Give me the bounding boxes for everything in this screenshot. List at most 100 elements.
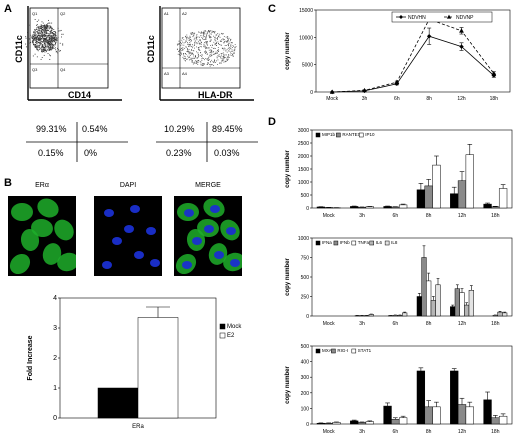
- bar: [368, 314, 374, 317]
- cell-nucleus: [192, 237, 202, 245]
- x-category-label: 3h: [359, 429, 365, 435]
- flow-plot-area: [161, 7, 241, 89]
- y-axis-label: copy number: [285, 32, 291, 70]
- bar: [397, 314, 403, 317]
- bar: [502, 312, 508, 317]
- cell-nucleus: [130, 205, 140, 213]
- y-tick-label: 0: [310, 90, 313, 96]
- flow-x-axis-label: CD14: [68, 90, 91, 100]
- bar: [416, 296, 422, 317]
- legend-entry: Mock: [227, 324, 242, 330]
- bar: [492, 314, 498, 317]
- cell-nucleus: [124, 225, 134, 233]
- legend-swatch: [369, 240, 374, 246]
- bar: [457, 404, 467, 425]
- micrograph-label-era: ERα: [35, 182, 49, 189]
- legend-swatch: [358, 132, 364, 138]
- cell-cytoplasm: [42, 243, 62, 265]
- cell-nucleus: [184, 209, 194, 217]
- quadrant-label: Q2: [60, 11, 66, 16]
- bar: [424, 185, 433, 209]
- x-category-label: 8h: [426, 96, 432, 102]
- bar: [365, 206, 374, 209]
- data-point: [426, 34, 432, 39]
- bar: [465, 154, 474, 209]
- y-axis-label: Fold Increase: [27, 335, 34, 380]
- x-category-label: 3h: [362, 96, 368, 102]
- bar: [464, 304, 470, 317]
- x-category-label: 6h: [393, 213, 399, 219]
- legend-swatch: [333, 240, 339, 246]
- x-category-label: 8h: [426, 429, 432, 435]
- y-tick-label: 500: [301, 275, 310, 281]
- quadrant-percent: 0.23%: [166, 148, 192, 158]
- flow-plot-area: [29, 7, 109, 89]
- cell-nucleus: [134, 251, 144, 259]
- legend-marker: [399, 15, 403, 19]
- panel-label-c: C: [268, 3, 276, 15]
- y-tick-label: 2500: [298, 141, 309, 147]
- y-tick-label: 250: [301, 295, 310, 301]
- bar: [398, 417, 408, 425]
- cell-nucleus: [112, 237, 122, 245]
- x-category-label: Mock: [323, 213, 335, 219]
- data-point: [394, 79, 400, 84]
- bar: [491, 417, 500, 425]
- quadrant-percent: 89.45%: [212, 124, 243, 134]
- plot-frame: [311, 237, 513, 317]
- flow-plot-hladr: CD11c A1 A2 A3 A4 HLA-DR: [146, 6, 254, 101]
- bar: [497, 311, 503, 317]
- quadrant-percent: 10.29%: [164, 124, 195, 134]
- bar: [483, 203, 492, 209]
- panel-label-b: B: [4, 177, 12, 189]
- y-tick-label: 15000: [299, 8, 313, 14]
- legend-swatch: [219, 332, 226, 339]
- legend-swatch: [351, 348, 357, 354]
- legend-swatch: [315, 240, 321, 246]
- y-tick-label: 0: [306, 422, 309, 428]
- plot-frame: [315, 9, 511, 93]
- bar: [350, 420, 359, 425]
- legend-swatch: [219, 323, 226, 330]
- y-tick-label: 300: [301, 375, 310, 381]
- bar: [498, 415, 508, 425]
- y-tick-label: 400: [301, 360, 310, 366]
- legend-entry: TNFa: [358, 240, 370, 245]
- bar: [357, 206, 367, 209]
- y-tick-label: 2: [53, 355, 57, 362]
- y-axis-label: copy number: [285, 258, 291, 296]
- legend-entry: IL6: [376, 240, 383, 245]
- bar: [324, 422, 333, 425]
- bar: [483, 399, 492, 425]
- bar: [454, 288, 460, 317]
- quadrant-label: A1: [164, 11, 170, 16]
- data-point: [491, 70, 497, 76]
- plot-frame: [311, 345, 513, 425]
- chart-viral-copy-number: 0 5000 10000 15000 copy number Mock 3h 6h 8h 12h 1…: [285, 8, 511, 102]
- quadrant-label: A2: [182, 11, 188, 16]
- y-tick-label: 0: [306, 314, 309, 320]
- bar: [350, 206, 359, 209]
- cell-cytoplasm: [31, 218, 53, 238]
- bar: [450, 193, 459, 209]
- quadrant-label: Q4: [60, 67, 66, 72]
- bar: [450, 306, 456, 317]
- cell-nucleus: [182, 261, 192, 269]
- bar: [426, 280, 432, 317]
- flow-x-axis-label: HLA-DR: [198, 90, 233, 100]
- bar: [97, 387, 139, 419]
- cell-nucleus: [102, 261, 112, 269]
- legend-entry: NDVNP: [456, 15, 474, 21]
- bar: [383, 206, 392, 209]
- y-axis-label: copy number: [285, 366, 291, 404]
- x-category-label: 6h: [394, 96, 400, 102]
- bar: [416, 189, 426, 209]
- legend-entry: RIG-I: [337, 348, 348, 353]
- bar: [498, 188, 508, 209]
- x-category-label: 8h: [426, 321, 432, 327]
- legend-swatch: [336, 132, 341, 138]
- legend-entry: IFNa: [322, 240, 332, 245]
- cell-nucleus: [150, 259, 160, 267]
- series-line: [332, 18, 495, 93]
- y-tick-label: 0: [53, 415, 57, 422]
